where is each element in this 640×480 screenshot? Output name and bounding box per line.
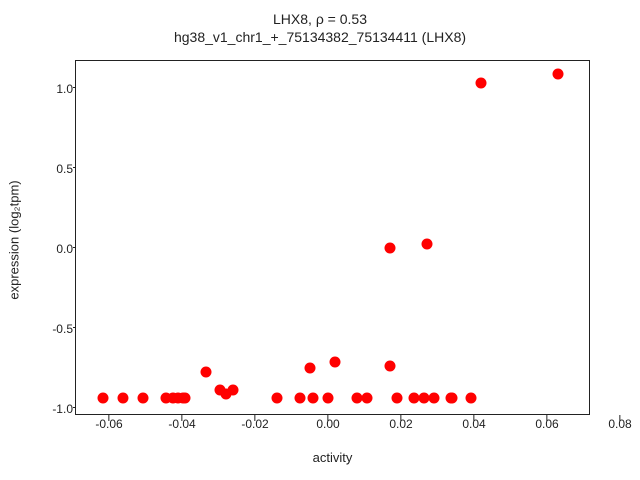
data-point[interactable] — [475, 77, 486, 88]
data-point[interactable] — [271, 393, 282, 404]
x-axis-label: activity — [75, 450, 590, 465]
x-tick-neg0.06: -0.06 — [95, 417, 122, 431]
x-tick-0.06: 0.06 — [535, 417, 558, 431]
y-tick-0.0: 0.0 — [45, 242, 73, 256]
chart-container: LHX8, ρ = 0.53 hg38_v1_chr1_+_75134382_7… — [0, 0, 640, 480]
x-tick-neg0.04: -0.04 — [168, 417, 195, 431]
data-point[interactable] — [422, 238, 433, 249]
data-point[interactable] — [361, 393, 372, 404]
data-point[interactable] — [305, 362, 316, 373]
y-axis-label: expression (log₂tpm) — [7, 180, 22, 299]
data-point[interactable] — [330, 356, 341, 367]
x-tick-neg0.02: -0.02 — [241, 417, 268, 431]
data-point[interactable] — [552, 69, 563, 80]
data-point[interactable] — [465, 393, 476, 404]
data-point[interactable] — [117, 393, 128, 404]
y-tick-0.5: 0.5 — [45, 162, 73, 176]
data-point[interactable] — [201, 367, 212, 378]
scatter-plot-area — [75, 60, 590, 415]
y-tick-neg0.5: -0.5 — [45, 322, 73, 336]
x-tick-0.04: 0.04 — [462, 417, 485, 431]
data-point[interactable] — [392, 393, 403, 404]
x-tick-0.00: 0.00 — [316, 417, 339, 431]
x-tick-0.08: 0.08 — [608, 417, 631, 431]
y-tick-neg1.0: -1.0 — [45, 402, 73, 416]
chart-title-line1: LHX8, ρ = 0.53 — [0, 10, 640, 28]
x-tick-0.02: 0.02 — [389, 417, 412, 431]
data-point[interactable] — [228, 384, 239, 395]
chart-title-line2: hg38_v1_chr1_+_75134382_75134411 (LHX8) — [0, 28, 640, 46]
chart-title-block: LHX8, ρ = 0.53 hg38_v1_chr1_+_75134382_7… — [0, 10, 640, 46]
data-point[interactable] — [385, 242, 396, 253]
data-point[interactable] — [323, 393, 334, 404]
data-point[interactable] — [179, 393, 190, 404]
data-point[interactable] — [137, 393, 148, 404]
data-point[interactable] — [385, 361, 396, 372]
data-point[interactable] — [428, 393, 439, 404]
data-point[interactable] — [447, 393, 458, 404]
data-point[interactable] — [295, 393, 306, 404]
data-point[interactable] — [308, 393, 319, 404]
y-tick-1.0: 1.0 — [45, 82, 73, 96]
data-point[interactable] — [97, 393, 108, 404]
